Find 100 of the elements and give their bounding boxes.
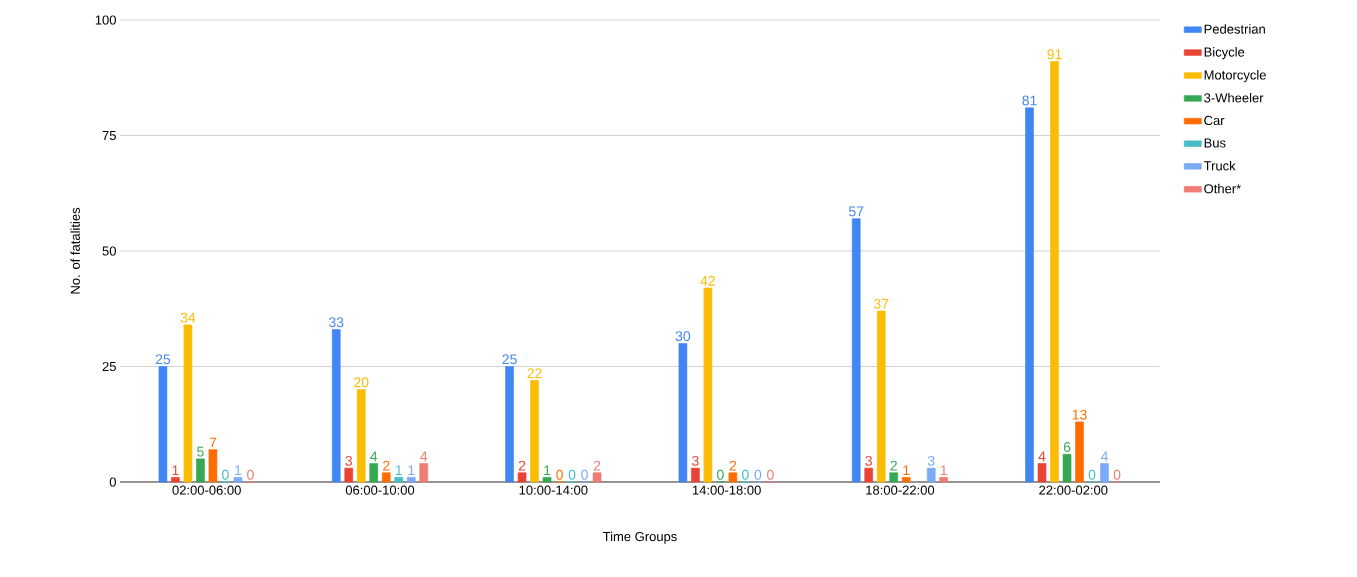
data-label: 4 [1100,451,1109,462]
bar [728,472,738,483]
bar [158,366,168,483]
data-label: 2 [383,460,390,471]
data-label: 1 [408,465,415,476]
bar [1075,421,1084,483]
data-label: 81 [1022,95,1037,106]
x-tick-label: 10:00-14:00 [519,485,588,495]
data-label: 0 [754,469,762,480]
bar [356,389,366,483]
data-label: 0 [247,469,254,480]
data-label: 13 [1072,409,1087,420]
data-label: 0 [222,469,229,480]
legend-label: Bicycle [1204,47,1245,60]
bar [703,287,713,483]
data-label: 25 [155,354,171,365]
data-label: 57 [848,206,864,217]
legend-label: Truck [1203,160,1236,171]
bar [1100,463,1109,483]
x-tick-label: 18:00-22:00 [866,485,935,495]
data-label: 1 [903,465,910,476]
data-label: 3 [692,455,699,466]
data-label: 22 [527,368,542,379]
data-label: 0 [717,469,724,480]
bar [939,477,949,483]
legend-label: Other* [1204,183,1241,194]
bar [678,343,688,483]
y-tick-label: 25 [102,361,116,372]
bar [208,449,218,483]
legend-label: Pedestrian [1204,24,1265,34]
bar [926,467,936,483]
bar [171,477,180,483]
data-label: 25 [502,354,517,365]
bar [901,477,911,483]
bar [233,477,243,483]
y-tick-label: 75 [102,130,116,141]
bar [1037,463,1047,483]
data-label: 2 [518,460,526,471]
bar [864,467,874,483]
data-label: 1 [235,465,242,476]
data-label: 7 [209,437,217,448]
bar [1025,107,1034,483]
data-label: 0 [1088,469,1096,480]
bar [592,472,602,483]
bar [889,472,899,483]
data-label: 37 [873,298,889,309]
data-label: 6 [1063,442,1071,452]
bar [419,463,429,483]
data-label: 0 [581,469,588,480]
data-label: 2 [729,460,737,471]
y-axis-title: No. of fatalities [70,207,80,294]
bar [851,218,861,483]
data-label: 4 [370,451,378,462]
data-label: 2 [890,460,897,471]
bar [394,477,404,483]
legend-label: Car [1204,115,1225,126]
data-label: 4 [420,451,428,462]
data-label: 34 [180,312,196,323]
bar [1050,61,1059,483]
bar [691,467,700,483]
bar [876,310,886,483]
bar [530,380,539,483]
data-label: 0 [556,469,563,480]
bar [406,477,416,483]
data-label: 5 [197,446,204,457]
x-tick-label: 02:00-06:00 [172,485,241,495]
data-label: 0 [767,469,774,480]
data-label: 30 [675,331,691,342]
legend-label: 3-Wheeler [1204,92,1264,103]
bar [542,477,552,483]
data-label: 20 [354,377,369,388]
data-label: 1 [395,465,402,476]
x-tick-label: 22:00-02:00 [1039,485,1108,495]
bar [517,472,527,483]
x-axis-title: Time Groups [602,531,677,544]
data-label: 4 [1038,451,1046,462]
data-label: 3 [865,455,872,466]
legend-label: Motorcycle [1204,70,1266,83]
data-label: 1 [940,465,947,476]
data-label: 3 [927,455,935,466]
bar [183,324,193,483]
bar [196,458,205,483]
data-label: 1 [172,465,179,476]
bar [381,472,391,483]
x-tick-label: 06:00-10:00 [345,485,415,495]
data-label: 0 [1113,469,1121,480]
bar [369,463,379,483]
y-tick-label: 0 [109,477,116,487]
bar [1062,453,1072,483]
data-label: 0 [568,469,576,480]
data-label: 0 [742,469,749,480]
data-label: 3 [345,455,353,466]
y-tick-label: 100 [95,15,116,25]
y-tick-label: 50 [102,246,116,256]
data-label: 33 [328,317,344,328]
bar [344,467,354,483]
bar [331,329,341,483]
legend-label: Bus [1204,138,1226,148]
data-label: 42 [700,275,715,286]
data-label: 91 [1047,49,1062,60]
